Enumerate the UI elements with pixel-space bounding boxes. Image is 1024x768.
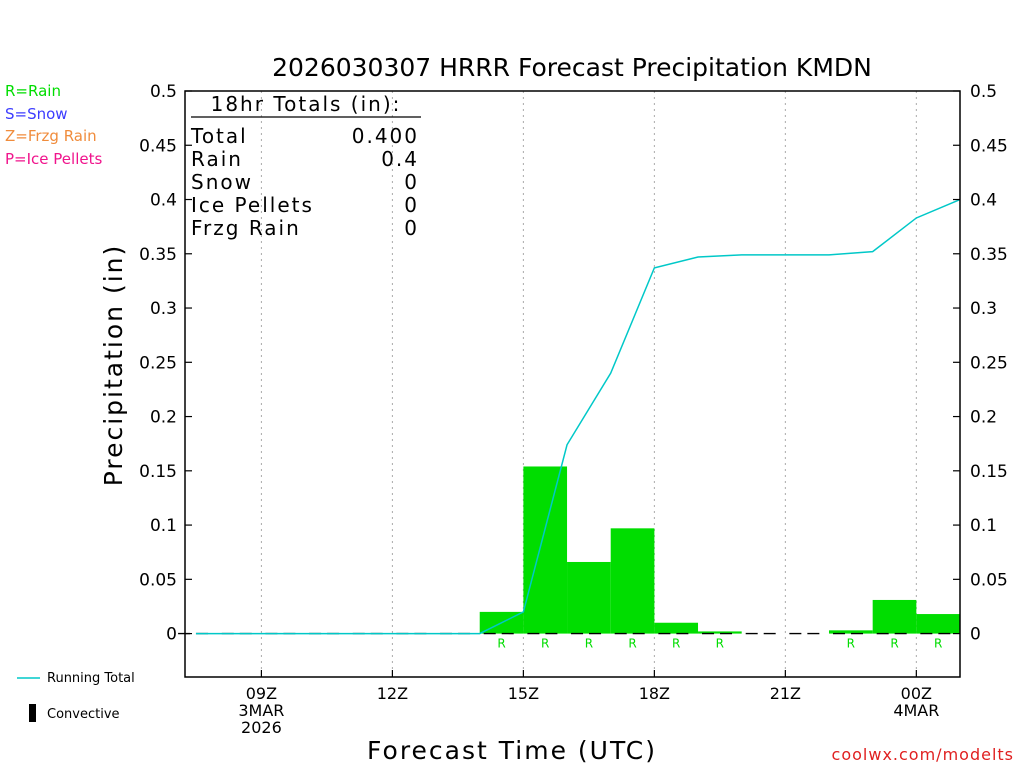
series-legend: Running Total Convective — [17, 671, 135, 722]
y-tick-label-left-4: 0.2 — [150, 408, 177, 428]
x-axis-label: Forecast Time (UTC) — [367, 736, 657, 765]
totals-value-frzg-rain: 0 — [404, 216, 419, 240]
y-tick-label-right-1: 0.05 — [970, 570, 1008, 590]
bar-25 — [916, 614, 960, 634]
y-tick-label-left-7: 0.35 — [139, 245, 177, 265]
legend-snow: S=Snow — [5, 105, 68, 123]
precip-type-25: R — [934, 637, 942, 651]
plot-frame — [184, 90, 961, 678]
x-tick-label-0-0: 09Z — [246, 684, 277, 703]
totals-box: 18hr Totals (in): Total 0.400 Rain 0.4 S… — [190, 92, 421, 240]
totals-value-ice-pellets: 0 — [404, 193, 419, 217]
precip-type-23: R — [847, 637, 855, 651]
x-tick-label-0-2: 2026 — [241, 718, 282, 737]
legend-ice-pellets: P=Ice Pellets — [5, 150, 102, 168]
precip-type-20: R — [716, 637, 724, 651]
x-tick-label-4-0: 21Z — [770, 684, 801, 703]
precip-type-24: R — [890, 637, 898, 651]
running-total-line — [195, 198, 961, 635]
totals-value-rain: 0.4 — [381, 147, 419, 171]
y-tick-label-right-5: 0.25 — [970, 353, 1008, 373]
running-total-series — [195, 198, 961, 635]
precip-type-18: R — [628, 637, 636, 651]
y-tick-label-right-10: 0.5 — [970, 82, 997, 102]
y-tick-label-left-9: 0.45 — [139, 136, 177, 156]
x-tick-label-1-0: 12Z — [377, 684, 408, 703]
totals-label-snow: Snow — [191, 170, 253, 194]
x-tick-label-5-1: 4MAR — [893, 701, 939, 720]
x-tick-label-0-1: 3MAR — [238, 701, 284, 720]
y-tick-label-left-5: 0.25 — [139, 353, 177, 373]
grid-lines — [260, 91, 917, 677]
y-tick-label-right-3: 0.15 — [970, 462, 1008, 482]
y-tick-label-right-0: 0 — [970, 625, 981, 645]
y-axis-label: Precipitation (in) — [99, 244, 128, 487]
legend-frzg-rain: Z=Frzg Rain — [5, 127, 97, 145]
bar-20 — [698, 631, 742, 634]
legend-convective-swatch — [29, 704, 36, 722]
y-tick-label-left-2: 0.1 — [150, 516, 177, 536]
precip-type-17: R — [585, 637, 593, 651]
precip-type-16: R — [541, 637, 549, 651]
bar-23 — [829, 630, 873, 634]
y-axis-right: 0 0.05 0.1 0.15 0.2 0.25 0.3 0.35 0.4 0.45 0.5 — [953, 82, 1008, 645]
y-tick-label-left-10: 0.5 — [150, 82, 177, 102]
x-tick-label-3-0: 18Z — [639, 684, 670, 703]
legend-running-total: Running Total — [47, 671, 135, 686]
totals-label-frzg-rain: Frzg Rain — [191, 216, 301, 240]
y-tick-label-left-6: 0.3 — [150, 299, 177, 319]
y-tick-label-left-3: 0.15 — [139, 462, 177, 482]
y-axis-left: 0 0.05 0.1 0.15 0.2 0.25 0.3 0.35 0.4 0.45 0.5 — [139, 82, 192, 645]
legend-convective: Convective — [47, 707, 120, 722]
precip-type-legend: R=Rain S=Snow Z=Frzg Rain P=Ice Pellets — [5, 82, 102, 168]
totals-label-ice-pellets: Ice Pellets — [191, 193, 314, 217]
totals-title: 18hr Totals (in): — [211, 92, 402, 116]
bar-24 — [872, 599, 917, 634]
y-tick-label-right-9: 0.45 — [970, 136, 1008, 156]
chart-title: 2026030307 HRRR Forecast Precipitation K… — [272, 53, 872, 82]
credit-text: coolwx.com/modelts — [832, 745, 1014, 764]
totals-value-total: 0.400 — [352, 124, 419, 148]
bar-19 — [654, 622, 699, 634]
precip-type-15: R — [497, 637, 505, 651]
x-tick-label-5-0: 00Z — [901, 684, 932, 703]
bar-18 — [610, 528, 655, 634]
y-tick-label-left-0: 0 — [166, 625, 177, 645]
x-tick-label-2-0: 15Z — [508, 684, 539, 703]
bar-17 — [567, 561, 611, 634]
bar-16 — [523, 466, 568, 634]
y-tick-label-right-4: 0.2 — [970, 408, 997, 428]
totals-value-snow: 0 — [404, 170, 419, 194]
precip-type-19: R — [672, 637, 680, 651]
totals-label-total: Total — [190, 124, 248, 148]
y-tick-label-right-8: 0.4 — [970, 191, 997, 211]
totals-label-rain: Rain — [191, 147, 243, 171]
legend-rain: R=Rain — [5, 82, 61, 100]
y-tick-label-left-1: 0.05 — [139, 570, 177, 590]
y-tick-label-right-6: 0.3 — [970, 299, 997, 319]
y-tick-label-left-8: 0.4 — [150, 191, 177, 211]
bar-series — [479, 466, 960, 634]
y-tick-label-right-2: 0.1 — [970, 516, 997, 536]
y-tick-label-right-7: 0.35 — [970, 245, 1008, 265]
